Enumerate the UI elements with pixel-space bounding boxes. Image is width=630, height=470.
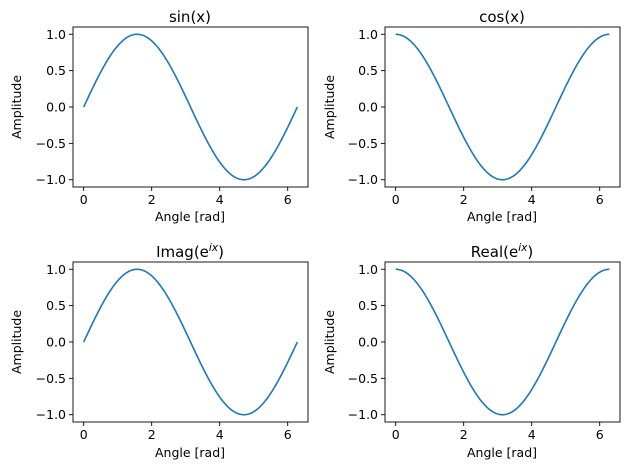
y-tick-label: −0.5 [36,371,66,386]
title-sup: ix [209,242,219,254]
y-tick-label: 0.5 [358,63,378,78]
y-axis-label: Amplitude [322,310,337,374]
title-base: Real(e [471,243,518,261]
title-base: Imag(e [156,243,209,261]
y-tick-label: 1.0 [358,27,378,42]
y-tick-label: −0.5 [348,136,378,151]
axes-frame [384,261,621,423]
y-axis-label: Amplitude [322,75,337,139]
x-tick-label: 2 [460,192,468,207]
subplot-sin: sin(x) Angle [rad] Amplitude 0 2 4 61.00.50… [9,8,309,224]
x-tick-label: 2 [148,427,156,442]
x-tick-label: 0 [392,427,400,442]
subplot-title: Imag(eix) [156,242,224,261]
x-axis-label: Angle [rad] [155,445,225,460]
x-tick-label: 6 [596,427,604,442]
x-axis-label: Angle [rad] [467,209,537,224]
title-close: ) [527,243,533,261]
x-tick-label: 2 [148,192,156,207]
series-line [82,33,299,181]
y-tick-label: −0.5 [348,371,378,386]
subplot-title: sin(x) [169,8,211,26]
subplot-title: Real(eix) [471,242,533,261]
x-axis-label: Angle [rad] [155,209,225,224]
x-tick-label: 6 [596,192,604,207]
y-tick-label: 0.0 [358,100,378,115]
x-tick-label: 0 [392,192,400,207]
x-tick-label: 4 [216,192,224,207]
series-line [395,33,610,181]
y-tick-label: −0.5 [36,136,66,151]
plot-area: 0 2 4 6 1.0 0.5 0.0 −0.5 −1.0 [348,26,621,207]
x-tick-label: 6 [284,192,292,207]
y-tick-label: 0.5 [358,298,378,313]
x-tick-label: 0 [80,427,88,442]
y-tick-label: 0.5 [46,63,66,78]
title-sup: ix [518,242,528,254]
y-tick-label: 0.0 [358,335,378,350]
plot-area: 0 2 4 6 1.0 0.5 0.0 −0.5 −1.0 [36,261,309,442]
y-axis-label: Amplitude [9,75,24,139]
x-tick-label: 2 [460,427,468,442]
x-tick-label: 6 [284,427,292,442]
y-tick-label: 0.5 [46,298,66,313]
x-tick-label: 0 [80,192,88,207]
title-base: cos(x) [479,8,525,26]
series-line [82,268,299,416]
subplot-cos: cos(x) Angle [rad] Amplitude 0 2 4 61.00.50… [322,8,621,224]
y-tick-label: −1.0 [348,172,378,187]
y-tick-label: 0.0 [46,335,66,350]
y-tick-label: −1.0 [36,407,66,422]
subplot-imag: Imag(eix) Angle [rad] Amplitude 0 2 4 61.00… [9,242,309,460]
plot-area: 0 2 4 6 1.0 0.5 0.0 −0.5 −1.0 [36,26,309,207]
title-close: ) [218,243,224,261]
y-axis-label: Amplitude [9,310,24,374]
x-tick-label: 4 [216,427,224,442]
y-tick-label: 1.0 [46,262,66,277]
y-tick-label: 1.0 [46,27,66,42]
title-base: sin(x) [169,8,211,26]
axes-frame [384,26,621,188]
y-tick-label: −1.0 [36,172,66,187]
plot-area: 0 2 4 6 1.0 0.5 0.0 −0.5 −1.0 [348,261,621,442]
series-line [395,268,610,416]
y-tick-label: 0.0 [46,100,66,115]
y-tick-label: −1.0 [348,407,378,422]
subplot-title: cos(x) [479,8,525,26]
subplot-real: Real(eix) Angle [rad] Amplitude 0 2 4 61.00… [322,242,621,460]
x-tick-label: 4 [528,427,536,442]
x-axis-label: Angle [rad] [467,445,537,460]
y-tick-label: 1.0 [358,262,378,277]
x-tick-label: 4 [528,192,536,207]
